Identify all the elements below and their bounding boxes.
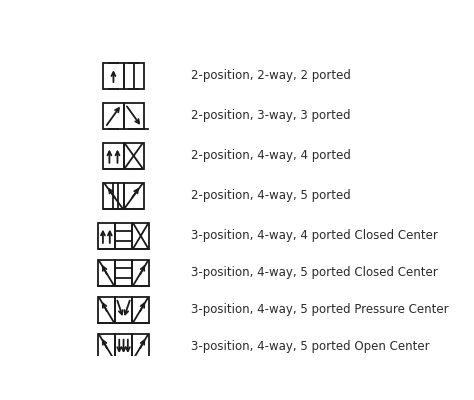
Text: 3-position, 4-way, 5 ported Closed Center: 3-position, 4-way, 5 ported Closed Cente… — [191, 266, 438, 279]
Bar — [103, 103, 124, 129]
Bar — [103, 183, 124, 209]
Bar — [124, 63, 144, 89]
Text: 2-position, 4-way, 5 ported: 2-position, 4-way, 5 ported — [191, 189, 351, 202]
Bar — [98, 223, 115, 249]
Bar — [115, 260, 132, 286]
Text: 2-position, 2-way, 2 ported: 2-position, 2-way, 2 ported — [191, 69, 351, 82]
Text: 3-position, 4-way, 5 ported Open Center: 3-position, 4-way, 5 ported Open Center — [191, 340, 430, 353]
Text: 3-position, 4-way, 5 ported Pressure Center: 3-position, 4-way, 5 ported Pressure Cen… — [191, 303, 449, 316]
Text: 3-position, 4-way, 4 ported Closed Center: 3-position, 4-way, 4 ported Closed Cente… — [191, 229, 438, 242]
Bar — [124, 143, 144, 169]
Bar — [124, 103, 144, 129]
Bar — [115, 223, 132, 249]
Text: 2-position, 4-way, 4 ported: 2-position, 4-way, 4 ported — [191, 149, 351, 162]
Bar — [98, 334, 115, 360]
Bar — [124, 183, 144, 209]
Bar — [98, 260, 115, 286]
Bar — [115, 297, 132, 323]
Bar — [132, 297, 149, 323]
Bar — [103, 143, 124, 169]
Bar — [132, 260, 149, 286]
Bar — [115, 334, 132, 360]
Text: 2-position, 3-way, 3 ported: 2-position, 3-way, 3 ported — [191, 109, 351, 122]
Bar — [98, 297, 115, 323]
Bar — [132, 223, 149, 249]
Bar — [103, 63, 124, 89]
Bar — [132, 334, 149, 360]
